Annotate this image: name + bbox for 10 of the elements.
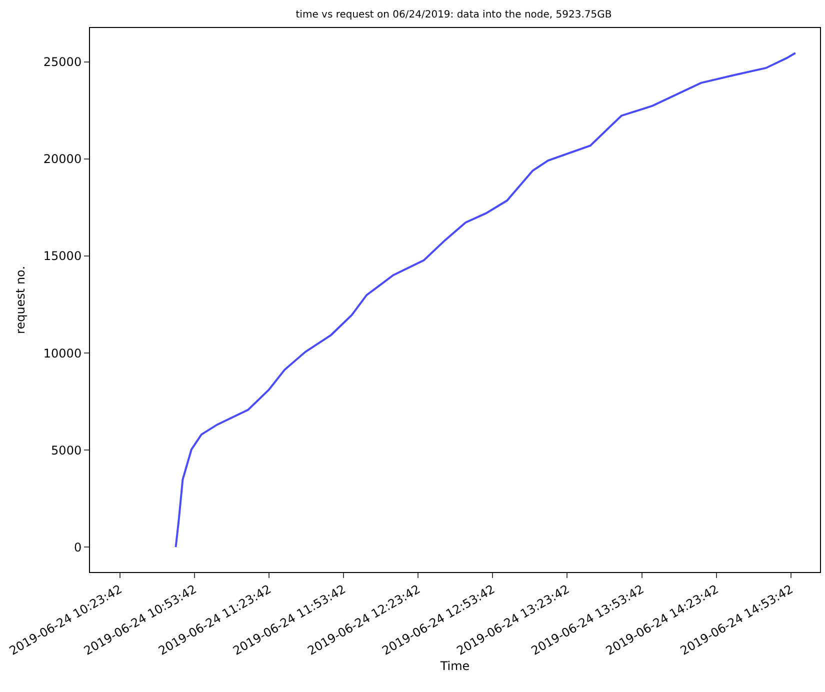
y-tick-label: 0 <box>74 540 82 554</box>
chart-title: time vs request on 06/24/2019: data into the node, 5923.75GB <box>296 9 612 20</box>
y-tick-label: 5000 <box>51 443 82 458</box>
y-axis-title: request no. <box>14 266 28 334</box>
line-series <box>174 52 796 548</box>
y-tick-label: 15000 <box>43 249 82 264</box>
y-tick-label: 25000 <box>43 55 82 70</box>
x-axis-title: Time <box>439 658 470 673</box>
y-tick-label: 20000 <box>43 152 82 166</box>
y-tick-label: 10000 <box>43 346 82 360</box>
